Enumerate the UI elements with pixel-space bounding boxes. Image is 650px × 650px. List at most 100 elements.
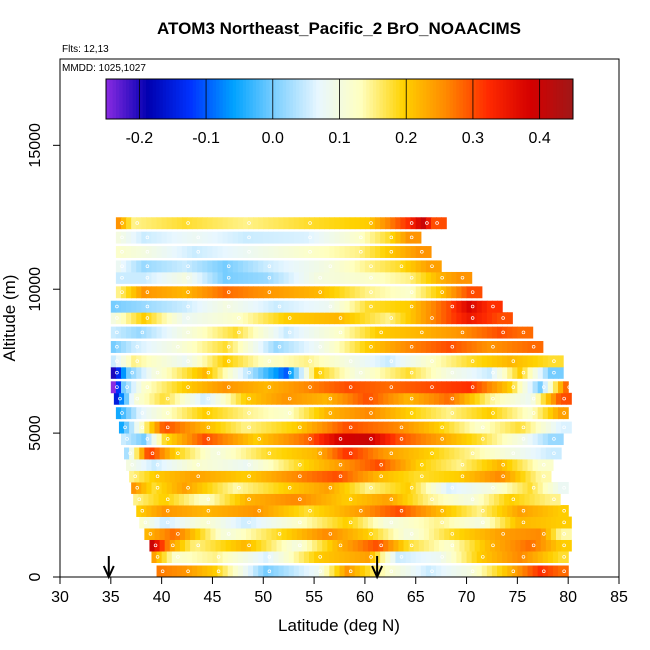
- heat-cell: [131, 341, 137, 353]
- heat-cell: [327, 447, 333, 460]
- sample-point: [460, 330, 465, 335]
- sample-point: [379, 543, 383, 548]
- heat-cell: [535, 421, 542, 434]
- heat-cell: [263, 355, 269, 368]
- heat-cell: [115, 341, 122, 353]
- heat-cell: [400, 217, 407, 230]
- heat-cell: [393, 447, 400, 460]
- heat-cell: [369, 341, 376, 353]
- heat-cell: [486, 565, 493, 577]
- heat-cell: [146, 355, 153, 368]
- heat-cell: [466, 355, 473, 368]
- sample-point: [328, 304, 333, 309]
- heat-cell: [192, 300, 198, 313]
- colorbar-swatch: [176, 79, 180, 119]
- heat-cell: [486, 551, 493, 564]
- heat-cell: [166, 381, 173, 394]
- heat-cell: [532, 551, 539, 564]
- heat-cell: [301, 447, 308, 460]
- heat-cell: [158, 493, 165, 506]
- heat-cell: [354, 260, 361, 273]
- heat-cell: [515, 528, 522, 540]
- colorbar: -0.2 -0.1 0.0 0.1 0.2 0.3 0.4: [105, 78, 574, 147]
- heat-cell: [362, 539, 369, 552]
- heat-cell: [434, 421, 440, 434]
- heat-cell: [322, 447, 328, 460]
- heat-cell: [215, 528, 222, 540]
- heat-cell: [263, 341, 269, 353]
- heat-cell: [131, 271, 137, 284]
- heat-cell: [146, 433, 153, 446]
- heat-cell: [446, 505, 452, 517]
- heat-cell: [181, 482, 188, 494]
- heat-cell: [278, 271, 285, 284]
- heat-cell: [237, 433, 244, 446]
- heat-cell: [367, 528, 374, 540]
- colorbar-swatch: [126, 79, 130, 119]
- heat-cell: [347, 392, 354, 405]
- heat-cell: [290, 493, 297, 506]
- heat-cell: [420, 433, 427, 446]
- colorbar-swatch: [319, 79, 324, 119]
- heat-cell: [212, 286, 219, 299]
- heat-cell: [319, 355, 325, 368]
- heat-cell: [329, 459, 336, 471]
- x-tick-label: 70: [458, 589, 476, 606]
- heat-cell: [176, 300, 183, 313]
- heat-cell: [478, 493, 485, 506]
- heat-cell: [230, 392, 237, 405]
- heat-cell: [423, 470, 430, 483]
- heat-cell: [481, 505, 488, 517]
- sample-point: [562, 486, 566, 490]
- heat-cell: [276, 539, 283, 552]
- sample-point: [440, 520, 444, 525]
- heat-cell: [520, 392, 527, 405]
- heat-cell: [181, 286, 188, 299]
- heat-cell: [555, 421, 562, 434]
- heat-cell: [131, 355, 137, 368]
- heat-cell: [288, 300, 295, 313]
- sample-point: [440, 555, 444, 559]
- heat-cell: [240, 447, 247, 460]
- heat-cell: [471, 407, 478, 420]
- heat-cell: [251, 447, 257, 460]
- heat-cell: [436, 326, 442, 339]
- colorbar-swatch: [222, 79, 227, 119]
- sample-point: [287, 370, 292, 375]
- heat-cell: [400, 482, 407, 494]
- heat-cell: [420, 505, 427, 517]
- heat-cell: [522, 505, 529, 517]
- heat-cell: [126, 366, 132, 379]
- heat-cell: [136, 246, 142, 258]
- heat-cell: [314, 300, 320, 313]
- heat-cell: [491, 505, 498, 517]
- sample-point: [155, 555, 160, 559]
- sample-point: [130, 463, 134, 467]
- heat-cell: [481, 312, 488, 325]
- heat-cell: [369, 505, 376, 517]
- x-tick-label: 40: [153, 589, 171, 606]
- heat-cell: [433, 493, 439, 506]
- heat-cell: [344, 565, 351, 577]
- heat-cell: [512, 355, 518, 368]
- heat-cell: [202, 246, 208, 258]
- heat-cell: [329, 217, 336, 230]
- heat-cell: [136, 341, 142, 353]
- heat-cell: [146, 246, 153, 258]
- heat-cell: [390, 381, 396, 394]
- heat-cell: [491, 341, 498, 353]
- heat-cell: [507, 459, 513, 471]
- colorbar-swatch: [439, 79, 444, 119]
- heat-cell: [293, 482, 300, 494]
- heat-cell: [156, 381, 163, 394]
- heat-cell: [298, 355, 305, 368]
- sample-point: [226, 290, 231, 294]
- heat-cell: [385, 286, 391, 299]
- heat-cell: [380, 565, 386, 577]
- heat-cell: [395, 341, 402, 353]
- heat-cell: [227, 312, 234, 325]
- heat-cell: [364, 565, 371, 577]
- heat-cell: [491, 407, 498, 420]
- heat-cell: [230, 470, 237, 483]
- colorbar-swatch: [239, 79, 244, 119]
